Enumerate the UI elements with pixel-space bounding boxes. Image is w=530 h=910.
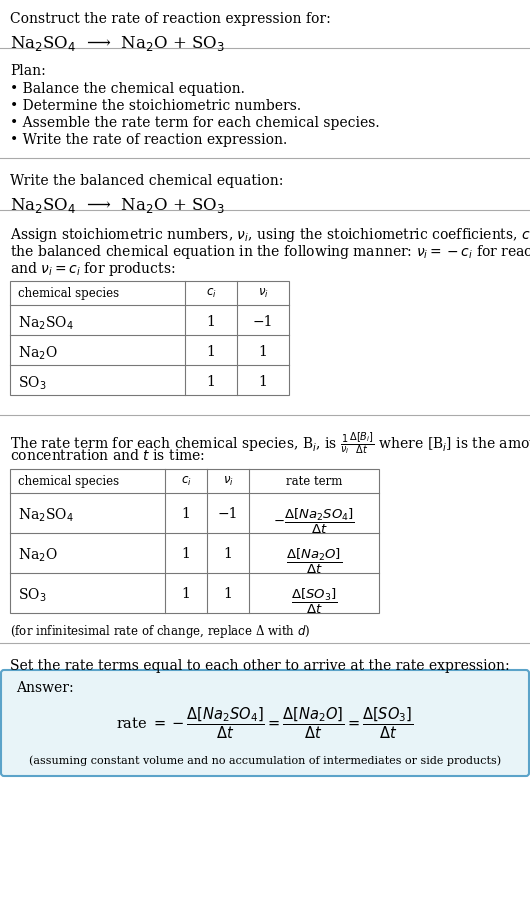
Text: Na$_2$SO$_4$: Na$_2$SO$_4$ [18, 507, 74, 524]
Text: Construct the rate of reaction expression for:: Construct the rate of reaction expressio… [10, 12, 331, 26]
Text: SO$_3$: SO$_3$ [18, 375, 47, 392]
Text: chemical species: chemical species [18, 475, 119, 488]
Text: $\nu_i$: $\nu_i$ [223, 475, 233, 488]
Text: 1: 1 [224, 547, 233, 561]
Text: Na$_2$SO$_4$  ⟶  Na$_2$O + SO$_3$: Na$_2$SO$_4$ ⟶ Na$_2$O + SO$_3$ [10, 34, 225, 53]
Text: • Write the rate of reaction expression.: • Write the rate of reaction expression. [10, 133, 287, 147]
Text: 1: 1 [224, 587, 233, 601]
Text: chemical species: chemical species [18, 287, 119, 300]
Text: 1: 1 [182, 507, 190, 521]
Text: (for infinitesimal rate of change, replace Δ with $d$): (for infinitesimal rate of change, repla… [10, 623, 311, 640]
Text: Answer:: Answer: [16, 681, 74, 695]
Text: rate $= -\dfrac{\Delta[Na_2SO_4]}{\Delta t} = \dfrac{\Delta[Na_2O]}{\Delta t} = : rate $= -\dfrac{\Delta[Na_2SO_4]}{\Delta… [116, 705, 414, 741]
Text: 1: 1 [182, 587, 190, 601]
Text: SO$_3$: SO$_3$ [18, 587, 47, 604]
Text: Assign stoichiometric numbers, $\nu_i$, using the stoichiometric coefficients, $: Assign stoichiometric numbers, $\nu_i$, … [10, 226, 530, 244]
Text: Na$_2$SO$_4$  ⟶  Na$_2$O + SO$_3$: Na$_2$SO$_4$ ⟶ Na$_2$O + SO$_3$ [10, 196, 225, 215]
Text: $\dfrac{\Delta[SO_3]}{\Delta t}$: $\dfrac{\Delta[SO_3]}{\Delta t}$ [291, 587, 337, 616]
Text: • Balance the chemical equation.: • Balance the chemical equation. [10, 82, 245, 96]
Text: 1: 1 [207, 345, 215, 359]
Text: Na$_2$O: Na$_2$O [18, 345, 58, 362]
Text: −1: −1 [253, 315, 273, 329]
Text: Write the balanced chemical equation:: Write the balanced chemical equation: [10, 174, 284, 188]
Text: (assuming constant volume and no accumulation of intermediates or side products): (assuming constant volume and no accumul… [29, 755, 501, 765]
Text: Set the rate terms equal to each other to arrive at the rate expression:: Set the rate terms equal to each other t… [10, 659, 510, 673]
Text: Na$_2$O: Na$_2$O [18, 547, 58, 564]
Text: 1: 1 [259, 345, 268, 359]
Text: • Determine the stoichiometric numbers.: • Determine the stoichiometric numbers. [10, 99, 301, 113]
Text: 1: 1 [207, 375, 215, 389]
Text: $\nu_i$: $\nu_i$ [258, 287, 268, 300]
FancyBboxPatch shape [1, 670, 529, 776]
Text: 1: 1 [207, 315, 215, 329]
Bar [10, 469, 379, 613]
Text: concentration and $t$ is time:: concentration and $t$ is time: [10, 448, 205, 463]
Bar [10, 281, 289, 395]
Text: 1: 1 [259, 375, 268, 389]
Text: rate term: rate term [286, 475, 342, 488]
Text: Na$_2$SO$_4$: Na$_2$SO$_4$ [18, 315, 74, 332]
Text: −1: −1 [218, 507, 238, 521]
Text: 1: 1 [182, 547, 190, 561]
Text: the balanced chemical equation in the following manner: $\nu_i = -c_i$ for react: the balanced chemical equation in the fo… [10, 243, 530, 261]
Text: $c_i$: $c_i$ [181, 475, 191, 488]
Text: • Assemble the rate term for each chemical species.: • Assemble the rate term for each chemic… [10, 116, 379, 130]
Text: $\dfrac{\Delta[Na_2O]}{\Delta t}$: $\dfrac{\Delta[Na_2O]}{\Delta t}$ [286, 547, 342, 576]
Text: and $\nu_i = c_i$ for products:: and $\nu_i = c_i$ for products: [10, 260, 175, 278]
Text: Plan:: Plan: [10, 64, 46, 78]
Text: $-\dfrac{\Delta[Na_2SO_4]}{\Delta t}$: $-\dfrac{\Delta[Na_2SO_4]}{\Delta t}$ [273, 507, 355, 536]
Text: The rate term for each chemical species, B$_i$, is $\frac{1}{\nu_i}\frac{\Delta[: The rate term for each chemical species,… [10, 431, 530, 457]
Text: $c_i$: $c_i$ [206, 287, 216, 300]
